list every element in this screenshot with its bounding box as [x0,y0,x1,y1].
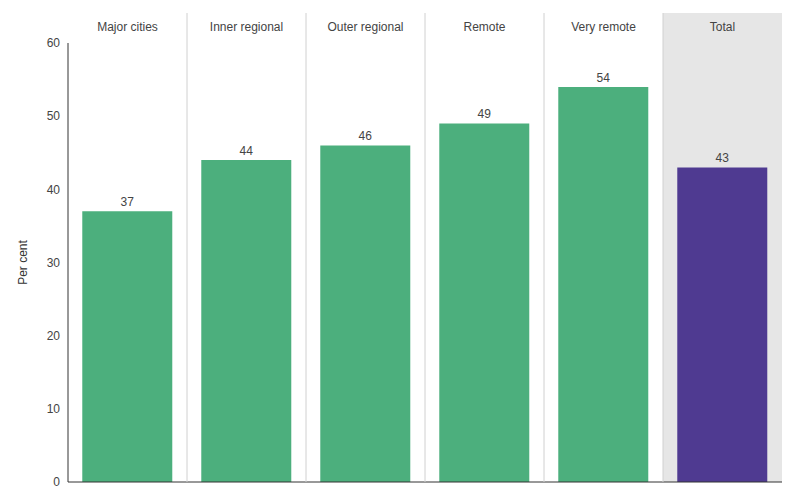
svg-text:54: 54 [597,71,611,85]
svg-text:Major cities: Major cities [97,20,158,34]
svg-text:Remote: Remote [463,20,505,34]
svg-text:37: 37 [121,195,135,209]
svg-text:Outer regional: Outer regional [327,20,403,34]
svg-text:60: 60 [47,36,61,50]
svg-text:10: 10 [47,402,61,416]
svg-text:0: 0 [53,475,60,489]
svg-text:20: 20 [47,329,61,343]
svg-text:Per cent: Per cent [16,239,30,284]
svg-text:Inner regional: Inner regional [210,20,283,34]
svg-text:40: 40 [47,183,61,197]
svg-text:43: 43 [716,151,730,165]
svg-text:44: 44 [240,144,254,158]
svg-text:30: 30 [47,256,61,270]
svg-text:49: 49 [478,107,492,121]
svg-text:Total: Total [710,20,735,34]
svg-text:46: 46 [359,129,373,143]
svg-text:50: 50 [47,109,61,123]
svg-text:Very remote: Very remote [571,20,636,34]
